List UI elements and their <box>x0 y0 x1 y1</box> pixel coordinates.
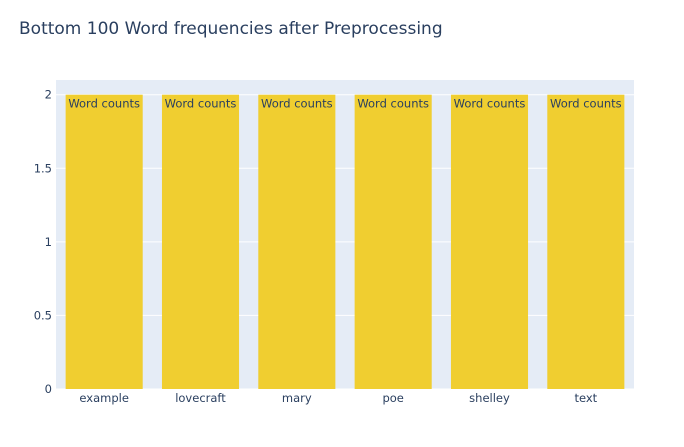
y-tick-label: 0 <box>45 382 52 396</box>
y-tick-label: 1.5 <box>34 161 52 175</box>
y-gridlines <box>56 94 634 390</box>
bar <box>450 94 529 389</box>
x-tick-label: mary <box>282 391 312 405</box>
x-tick-label: text <box>574 391 597 405</box>
bar-data-label: Word counts <box>261 97 333 111</box>
bar-data-label: Word counts <box>165 97 237 111</box>
bar <box>161 94 240 389</box>
bar <box>354 94 432 389</box>
x-tick-label: lovecraft <box>175 391 226 405</box>
y-tick-label: 2 <box>45 88 52 102</box>
y-axis-ticks: 0 0.5 1 1.5 2 <box>34 88 52 396</box>
x-tick-label: shelley <box>469 391 510 405</box>
y-tick-label: 0.5 <box>34 308 52 322</box>
x-tick-label: example <box>79 391 129 405</box>
bar <box>547 94 625 389</box>
bars: Word counts Word counts Word counts Word co… <box>65 94 625 389</box>
bar-data-label: Word counts <box>68 97 140 111</box>
bar <box>258 94 336 389</box>
x-axis-ticks: example lovecraft mary poe shelley text <box>79 391 597 405</box>
plot-area <box>56 80 634 389</box>
bar-data-label: Word counts <box>454 97 526 111</box>
chart-title: Bottom 100 Word frequencies after Prepro… <box>19 19 443 39</box>
bar <box>65 94 143 389</box>
x-tick-label: poe <box>382 391 403 405</box>
y-tick-label: 1 <box>45 235 52 249</box>
bar-data-label: Word counts <box>357 97 429 111</box>
bar-data-label: Word counts <box>550 97 622 111</box>
